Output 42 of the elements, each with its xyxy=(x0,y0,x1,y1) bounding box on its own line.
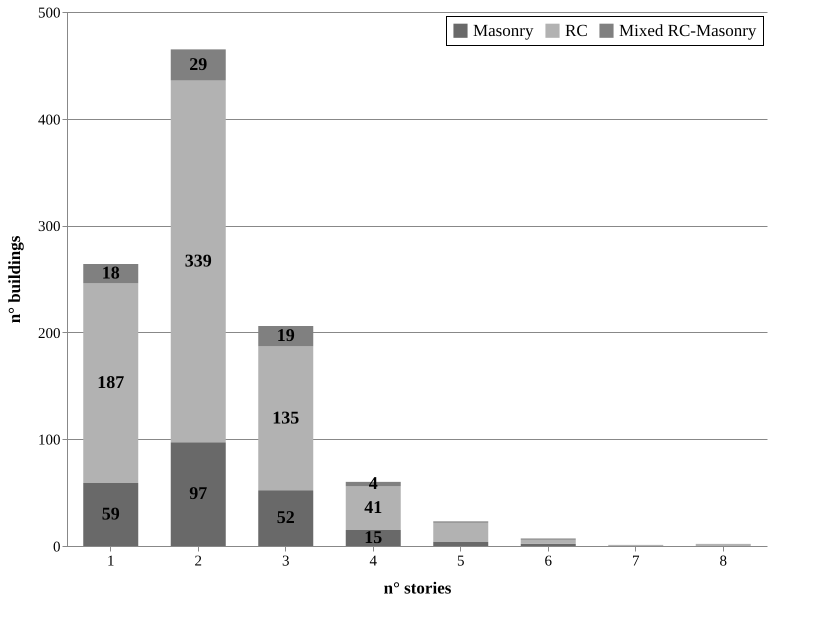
data-label: 29 xyxy=(189,54,208,74)
bar xyxy=(433,522,488,542)
x-tick-label: 3 xyxy=(282,554,290,570)
x-tick-label: 5 xyxy=(457,554,464,570)
legend-label: Mixed RC-Masonry xyxy=(619,20,757,40)
y-axis-title: n° buildings xyxy=(5,235,24,324)
data-label: 187 xyxy=(97,372,124,392)
data-label: 59 xyxy=(102,503,120,524)
bar xyxy=(170,80,226,442)
data-label: 19 xyxy=(276,325,295,346)
bar xyxy=(83,482,138,546)
legend-label: RC xyxy=(565,20,588,40)
y-tick-label: 500 xyxy=(38,6,60,22)
x-tick-label: 8 xyxy=(720,554,727,570)
bar xyxy=(520,540,576,544)
y-tick-label: 0 xyxy=(53,540,60,556)
data-label: 18 xyxy=(102,262,120,283)
bar xyxy=(170,442,226,546)
x-tick-label: 4 xyxy=(370,554,378,570)
x-tick-label: 1 xyxy=(107,554,114,570)
x-axis-title: n° stories xyxy=(384,578,452,598)
data-label: 97 xyxy=(189,483,208,504)
y-tick-label: 300 xyxy=(38,219,60,236)
x-tick-label: 2 xyxy=(194,554,202,570)
bar xyxy=(433,542,488,546)
bar xyxy=(258,346,314,490)
data-label: 41 xyxy=(364,497,382,518)
data-label: 52 xyxy=(276,507,295,528)
data-label: 339 xyxy=(184,250,212,270)
y-tick-label: 100 xyxy=(38,432,60,449)
data-label: 15 xyxy=(364,526,382,547)
bar xyxy=(170,49,226,80)
bar xyxy=(83,283,138,483)
data-label: 4 xyxy=(368,473,378,494)
y-tick-label: 200 xyxy=(38,326,60,342)
x-tick-label: 7 xyxy=(632,554,640,570)
data-label: 135 xyxy=(272,407,300,428)
x-tick-label: 6 xyxy=(544,554,552,570)
bar xyxy=(258,490,314,546)
legend-label: Masonry xyxy=(473,20,534,40)
y-tick-label: 400 xyxy=(38,112,60,128)
bar xyxy=(83,264,138,284)
